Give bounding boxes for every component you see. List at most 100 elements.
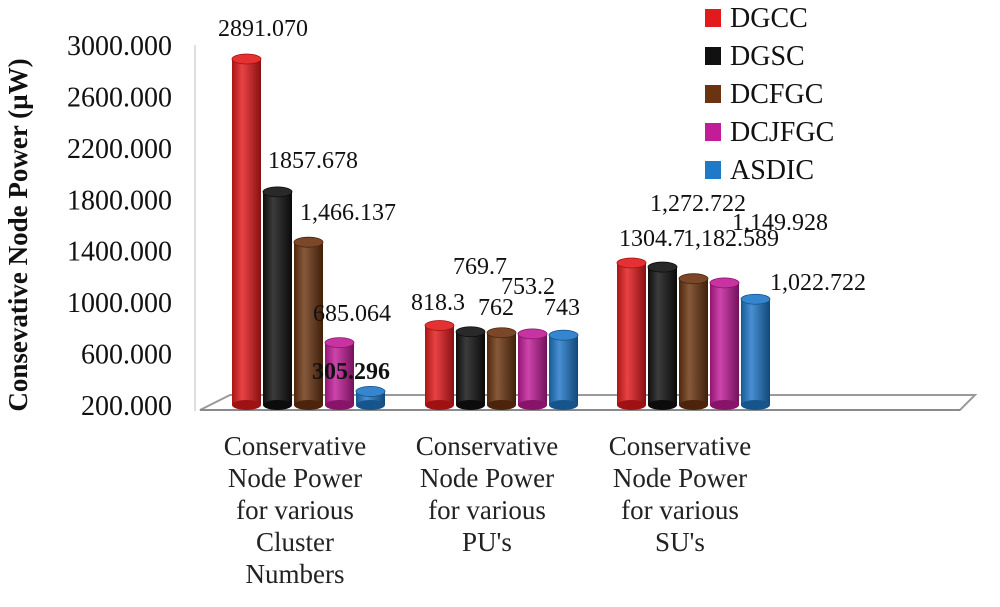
bar [616,257,647,410]
data-label: 1,149.928 [732,210,828,236]
x-category-label: for various [236,495,354,525]
bar-base [487,400,516,410]
bar-body [549,335,578,405]
bar [517,328,548,410]
bar-body [648,267,677,405]
bar-cap [355,386,386,397]
bar-base [741,400,770,410]
bar-body [263,191,292,405]
bar-cap [647,261,678,273]
data-label: 1,272.722 [650,191,746,217]
y-tick-label: 1000.000 [67,288,172,319]
y-tick-label: 1800.000 [67,185,172,216]
x-category-label: SU's [655,527,705,557]
bar-body [325,342,354,405]
data-label: 2891.070 [218,16,308,42]
y-tick-label: 3000.000 [67,31,172,62]
bar-base [549,400,578,410]
legend-label: DGCC [730,3,808,34]
bar-base [648,400,677,410]
data-label: 1857.678 [268,148,358,174]
bar-base [679,400,708,410]
bar-body [294,242,323,405]
bar-body [456,331,485,405]
data-label: 743 [544,295,580,321]
legend-label: ASDIC [730,155,814,186]
bar [293,236,324,410]
x-category-label: Conservative [416,431,558,461]
legend-swatch [705,161,721,179]
bar-body [518,333,547,405]
x-category-label: Node Power [613,463,747,493]
bar-cap [548,329,579,341]
bar [647,261,678,410]
x-category-label: for various [428,495,546,525]
bar-body [232,59,261,406]
bar-cap [678,273,709,285]
bar-base [356,400,385,410]
bar [324,337,355,410]
bar [262,186,293,410]
bar-cap [455,326,486,338]
legend-label: DCFGC [730,79,823,110]
bar-body [679,278,708,405]
bar-base [518,400,547,410]
legend-label: DCJFGC [730,117,834,148]
x-category-label: Node Power [420,463,554,493]
bar-body [741,299,770,405]
bar-cap [293,236,324,248]
bar-cap [486,327,517,339]
data-label: 769.7 [453,254,507,280]
bar-body [710,282,739,405]
bar [355,386,386,410]
x-category-label: Conservative [224,431,366,461]
data-label: 753.2 [501,274,555,300]
bar-cap [616,257,647,269]
legend-swatch [705,9,721,27]
y-tick-label: 2600.000 [67,82,172,113]
data-label: 762 [478,295,514,321]
legend-swatch [705,123,721,141]
bar-base [710,400,739,410]
bar [709,277,740,410]
bar-cap [424,320,455,331]
y-tick-label: 200.000 [81,391,172,422]
bar-body [617,262,646,405]
x-category-label: Conservative [609,431,751,461]
x-category-label: Cluster [256,527,334,557]
bar-base [456,400,485,410]
bar-base [617,400,646,410]
y-tick-label: 1400.000 [67,237,172,268]
bar-body [487,332,516,405]
legend-swatch [705,47,721,65]
x-category-label: Node Power [228,463,362,493]
bar-base [325,400,354,410]
bar-base [263,400,292,410]
legend-swatch [705,85,721,103]
bar [548,329,579,410]
bar [231,53,262,410]
bar-cap [709,277,740,289]
y-tick-label: 2200.000 [67,134,172,165]
legend-label: DGSC [730,41,805,72]
data-label: 1,466.137 [300,200,396,226]
bar-cap [740,293,771,305]
bar [678,273,709,410]
data-label: 818.3 [411,290,465,316]
bar-cap [324,337,355,349]
x-category-label: Numbers [246,559,345,589]
y-tick-label: 600.000 [81,340,172,371]
bar-base [294,400,323,410]
bar [486,327,517,410]
bar [424,320,455,410]
data-label: 685.064 [313,301,391,327]
bar-base [232,400,261,410]
y-axis-title: Consevative Node Power (µW) [3,58,33,411]
data-label: 1,022.722 [770,270,866,296]
bar-base [425,400,454,410]
bar [740,293,771,410]
x-category-label: PU's [462,527,512,557]
data-label: 305.296 [312,359,390,385]
bar-cap [231,53,262,65]
